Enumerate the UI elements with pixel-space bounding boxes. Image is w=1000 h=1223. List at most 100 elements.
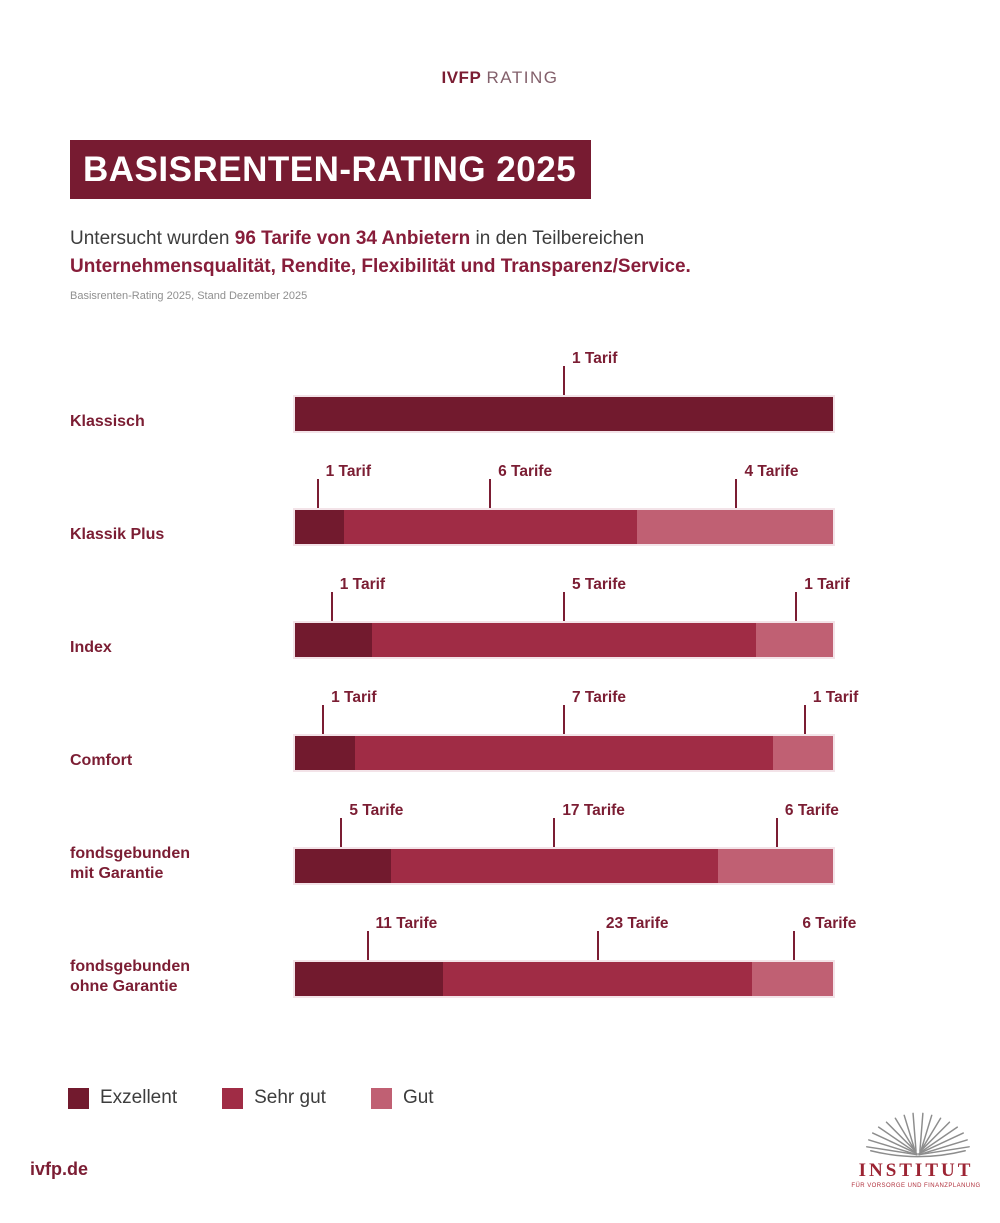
stacked-bar (293, 508, 835, 546)
stacked-bar (293, 395, 835, 433)
intro-part1: Untersucht wurden (70, 228, 235, 249)
tick-line (563, 705, 565, 734)
bar-area: 1 Tarif (293, 349, 835, 433)
legend-item: Sehr gut (222, 1087, 326, 1109)
legend-swatch (370, 1087, 392, 1109)
tick-line (775, 818, 778, 847)
chart-row: fondsgebunden ohne Garantie 11 Tarife 23 T… (70, 914, 856, 998)
bar-segment-sehr-gut (391, 849, 718, 883)
intro-bold1: 96 Tarife von 34 Anbietern (234, 228, 471, 249)
bar-area: 1 Tarif 5 Tarife 1 Tarif (293, 575, 850, 659)
row-label: Index (70, 639, 112, 656)
tick-line (735, 479, 738, 508)
tick-label: 1 Tarif (325, 463, 371, 480)
footer: ivfp.de INSTITUT (0, 1109, 1000, 1215)
tick-label: 6 Tarife (802, 915, 857, 932)
bar-segment-gut (773, 736, 833, 770)
tick-label: 1 Tarif (804, 576, 850, 593)
stacked-bar (293, 960, 835, 998)
legend-label: Exzellent (100, 1087, 178, 1108)
tick-label: 4 Tarife (744, 463, 799, 480)
tick-label: 1 Tarif (572, 350, 618, 367)
bar-segment-exzellent (295, 736, 355, 770)
tick-label: 1 Tarif (339, 576, 386, 593)
chart: Klassisch 1 Tarif Klassik Plus 1 Tarif 6 … (70, 349, 858, 998)
intro-bold2: Unternehmensqualität, Rendite, Flexibili… (70, 256, 691, 277)
bar-area: 1 Tarif 6 Tarife 4 Tarife (293, 462, 835, 546)
tick-label: 17 Tarife (562, 802, 625, 819)
bar-segment-gut (756, 623, 833, 657)
tick-label: 5 Tarife (349, 802, 404, 819)
tick-label: 23 Tarife (605, 915, 669, 932)
institut-wordmark: INSTITUT (858, 1160, 974, 1181)
annotations: 1 Tarif 7 Tarife 1 Tarif (293, 688, 858, 734)
row-label: fondsgebunden mit Garantie (70, 845, 190, 882)
tick-line (489, 479, 492, 508)
legend-item: Gut (370, 1087, 434, 1109)
bar-segment-exzellent (295, 623, 372, 657)
stacked-bar (293, 621, 835, 659)
legend-item: Exzellent (68, 1087, 177, 1109)
page-title: BASISRENTEN-RATING 2025 (83, 150, 577, 189)
tick-line (563, 592, 565, 621)
tick-label: 6 Tarife (784, 802, 839, 819)
tick-line (316, 479, 319, 508)
bar-area: 11 Tarife 23 Tarife 6 Tarife (293, 914, 856, 998)
tick-line (563, 366, 565, 395)
bar-area: 5 Tarife 17 Tarife 6 Tarife (293, 801, 839, 885)
tick-label: 1 Tarif (812, 689, 859, 706)
chart-row: Index 1 Tarif 5 Tarife 1 Tarif (70, 575, 850, 659)
annotations: 1 Tarif 5 Tarife 1 Tarif (293, 575, 850, 621)
tick-line (322, 705, 325, 734)
annotations: 1 Tarif 6 Tarife 4 Tarife (293, 462, 835, 508)
bar-segment-sehr-gut (354, 736, 774, 770)
annotations: 11 Tarife 23 Tarife 6 Tarife (293, 914, 856, 960)
intro-text: Untersucht wurden 96 Tarife von 34 Anbie… (70, 225, 1000, 281)
brand-rating: RATING (486, 68, 559, 87)
tick-line (553, 818, 556, 847)
stacked-bar (293, 734, 835, 772)
bar-segment-exzellent (295, 962, 443, 996)
intro-part2: in den Teilbereichen (470, 228, 645, 249)
legend: Exzellent Sehr gut Gut (68, 1087, 1000, 1109)
tick-line (596, 931, 599, 960)
legend-label: Sehr gut (254, 1087, 326, 1108)
tick-label: 6 Tarife (498, 463, 553, 480)
bar-segment-exzellent (295, 510, 344, 544)
tick-line (366, 931, 369, 960)
chart-row: Klassik Plus 1 Tarif 6 Tarife 4 Tarife (70, 462, 835, 546)
bar-segment-exzellent (295, 849, 392, 883)
row-label: fondsgebunden ohne Garantie (70, 958, 190, 995)
stacked-bar (293, 847, 835, 885)
tick-line (803, 705, 806, 734)
tick-line (795, 592, 798, 621)
fine-print: Basisrenten-Rating 2025, Stand Dezember … (70, 290, 308, 302)
legend-swatch (68, 1087, 89, 1109)
institut-book-icon (866, 1112, 970, 1158)
institut-logo: INSTITUT FÜR VORSORGE UND FINANZPLANUNG (840, 1111, 992, 1189)
brand-ivfp: IVFP (441, 68, 482, 87)
row-label: Klassisch (70, 413, 145, 430)
legend-swatch (222, 1087, 244, 1109)
tick-label: 11 Tarife (375, 915, 438, 932)
bar-segment-gut (637, 510, 833, 544)
tick-label: 5 Tarife (572, 576, 626, 593)
bar-segment-sehr-gut (343, 510, 638, 544)
website-link[interactable]: ivfp.de (30, 1159, 89, 1179)
institut-subtitle: FÜR VORSORGE UND FINANZPLANUNG (851, 1183, 981, 1189)
tick-line (793, 931, 796, 960)
bar-area: 1 Tarif 7 Tarife 1 Tarif (293, 688, 858, 772)
row-label: Klassik Plus (70, 526, 165, 543)
bar-segment-exzellent (295, 397, 833, 431)
bar-segment-sehr-gut (442, 962, 753, 996)
tick-label: 7 Tarife (572, 689, 626, 706)
chart-row: Comfort 1 Tarif 7 Tarife 1 Tarif (70, 688, 858, 772)
bar-segment-sehr-gut (371, 623, 757, 657)
chart-row: fondsgebunden mit Garantie 5 Tarife 17 Tar… (70, 801, 839, 885)
row-label: Comfort (70, 752, 133, 769)
brand-logo: IVFP RATING (0, 68, 1000, 88)
legend-label: Gut (402, 1087, 434, 1108)
tick-line (340, 818, 343, 847)
tick-line (330, 592, 333, 621)
tick-label: 1 Tarif (331, 689, 377, 706)
